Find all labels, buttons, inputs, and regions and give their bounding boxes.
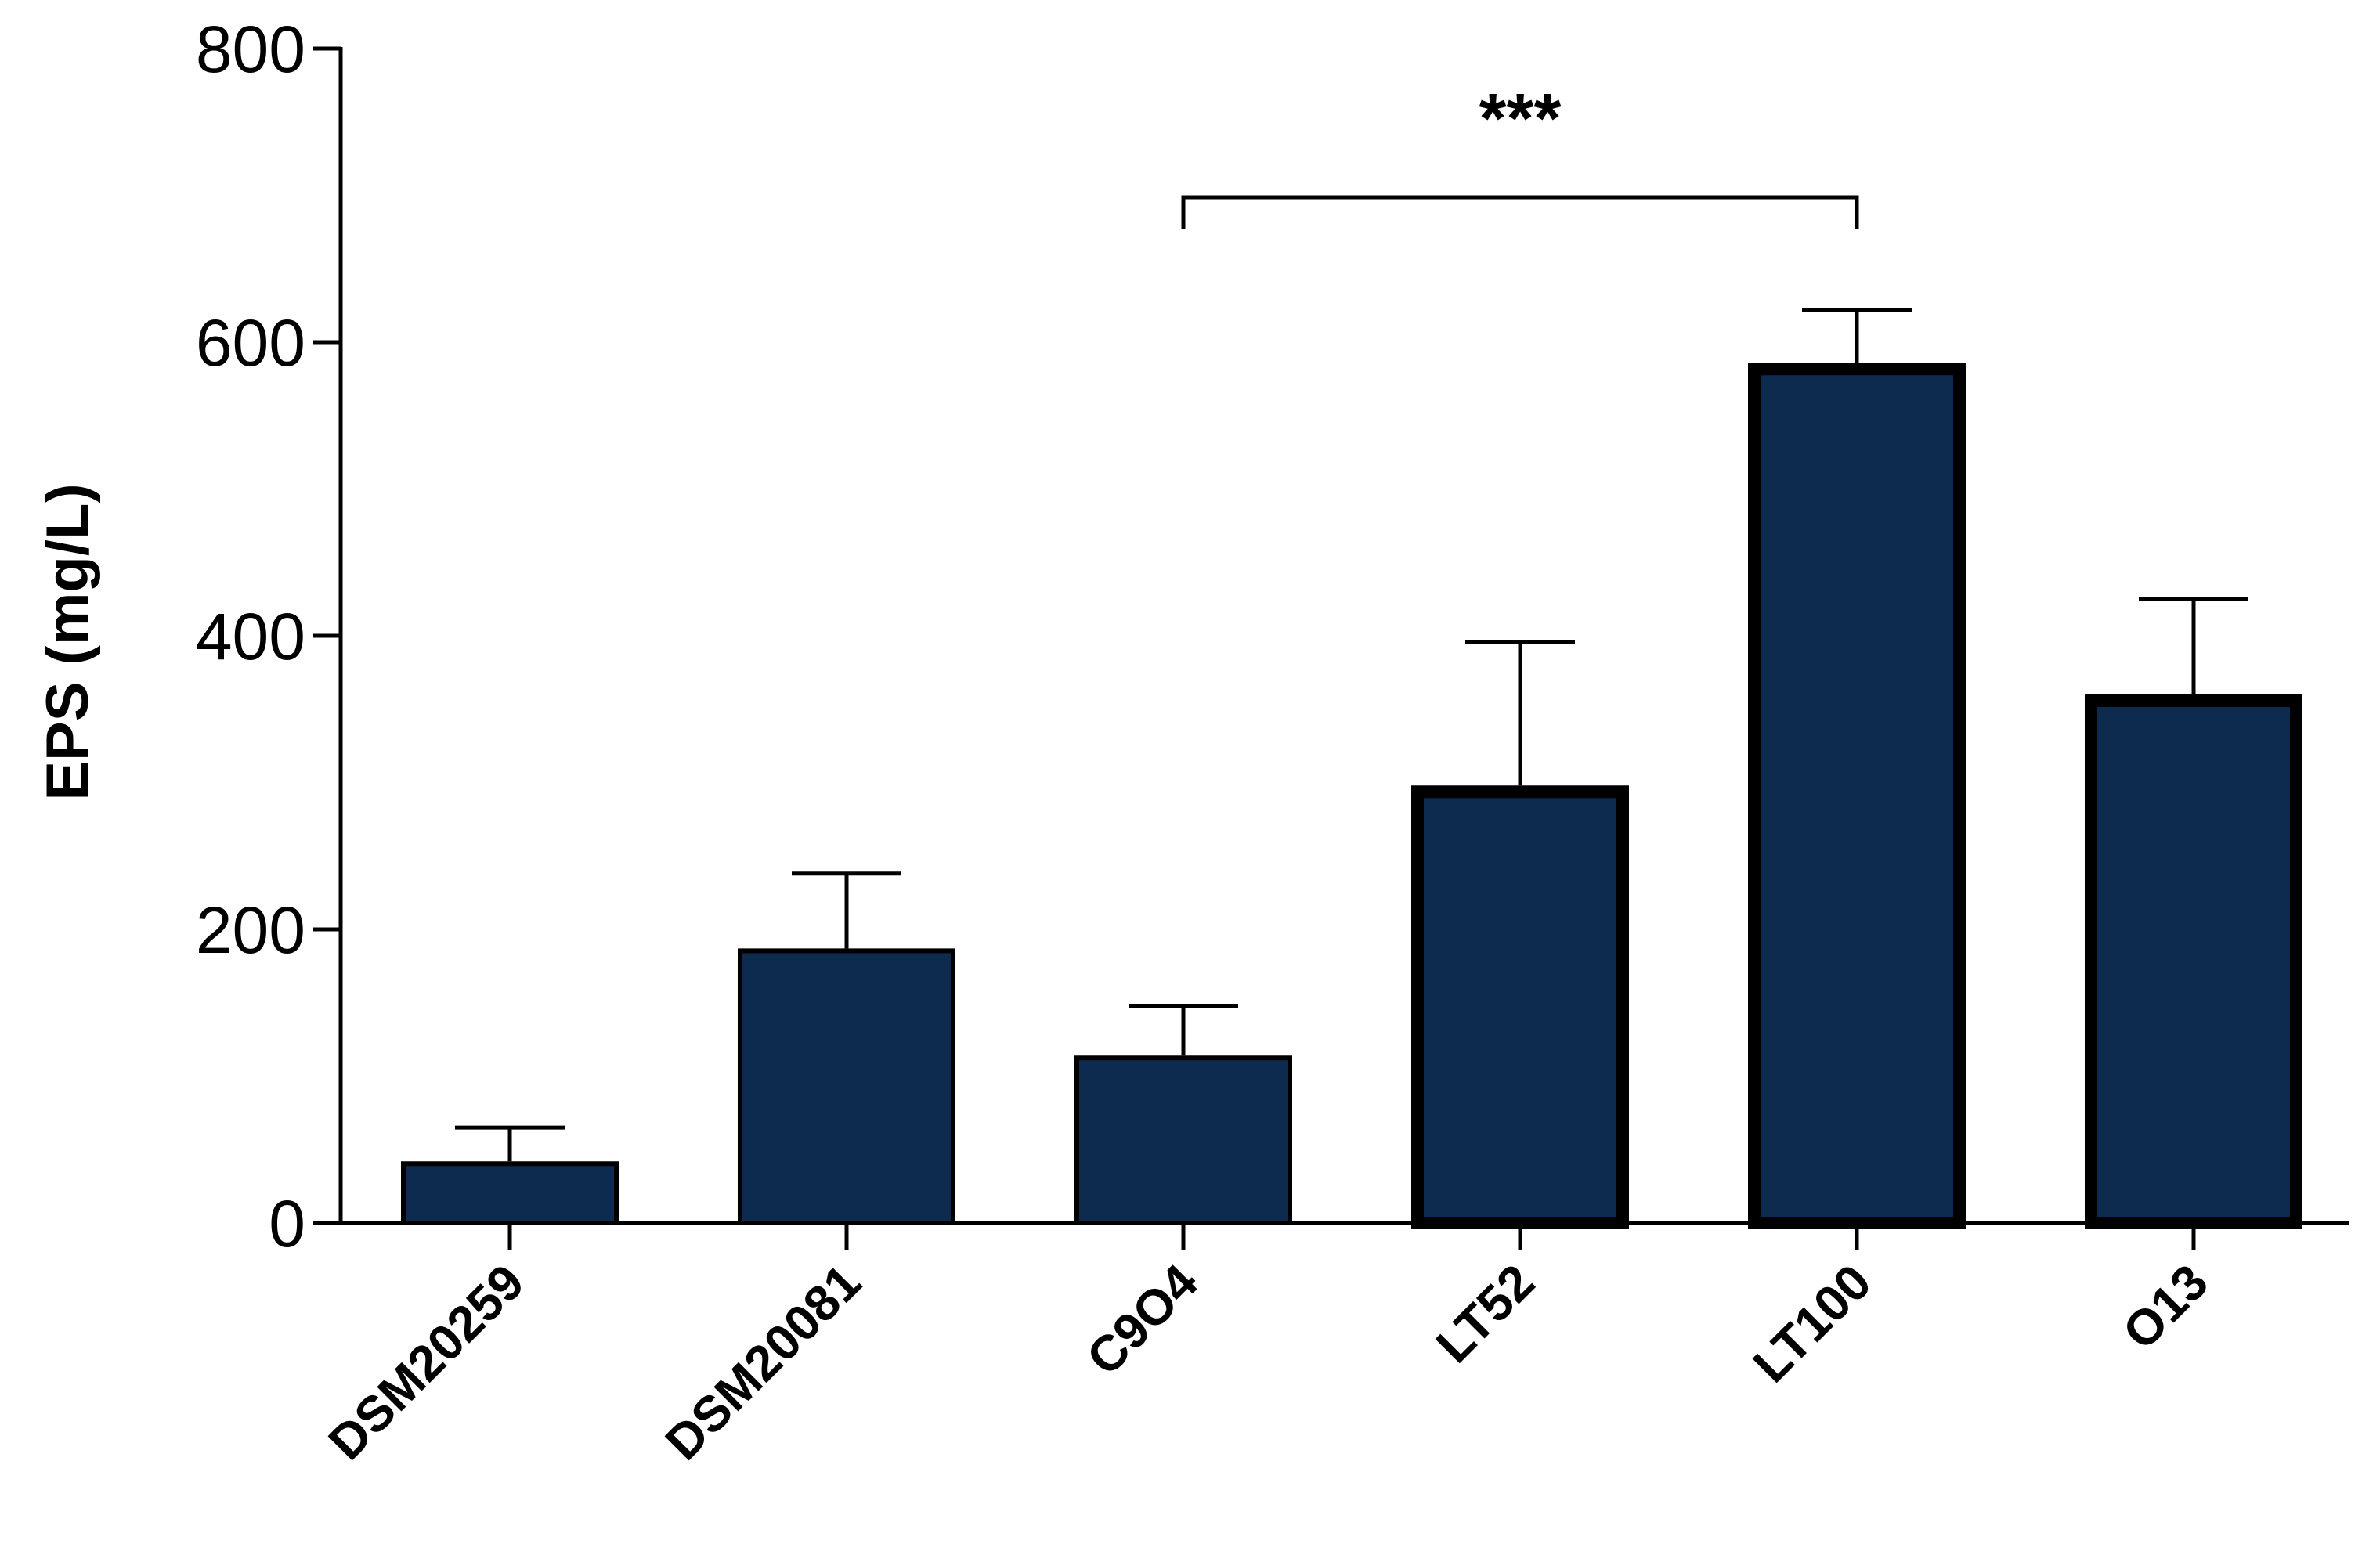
y-tick-label: 200: [196, 893, 305, 967]
y-tick-label: 800: [196, 13, 305, 86]
y-tick-label: 0: [269, 1187, 305, 1261]
y-axis-title: EPS (mg/L): [34, 483, 101, 800]
significance-bracket: [1181, 195, 1859, 229]
bar: [1411, 785, 1629, 1229]
plot-area: 0 200 400 600 800 DSM20259 DSM20081 C9O4 LT52 LT1…: [196, 13, 2349, 1470]
y-tick-label: 400: [196, 600, 305, 673]
x-tick-label: DSM20081: [655, 1254, 872, 1470]
x-tick-label: C9O4: [1076, 1254, 1208, 1386]
bar: [1748, 363, 1966, 1229]
bar: [401, 1161, 619, 1225]
significance-label: ***: [1479, 80, 1561, 158]
y-tick-label: 600: [196, 306, 305, 380]
bar: [1074, 1055, 1292, 1225]
x-tick-label: LT52: [1425, 1254, 1545, 1373]
bar: [2085, 694, 2302, 1229]
x-tick-label: DSM20259: [318, 1254, 535, 1470]
bar: [738, 948, 955, 1225]
x-tick-label: O13: [2111, 1254, 2218, 1360]
x-tick-label: LT100: [1743, 1254, 1882, 1393]
